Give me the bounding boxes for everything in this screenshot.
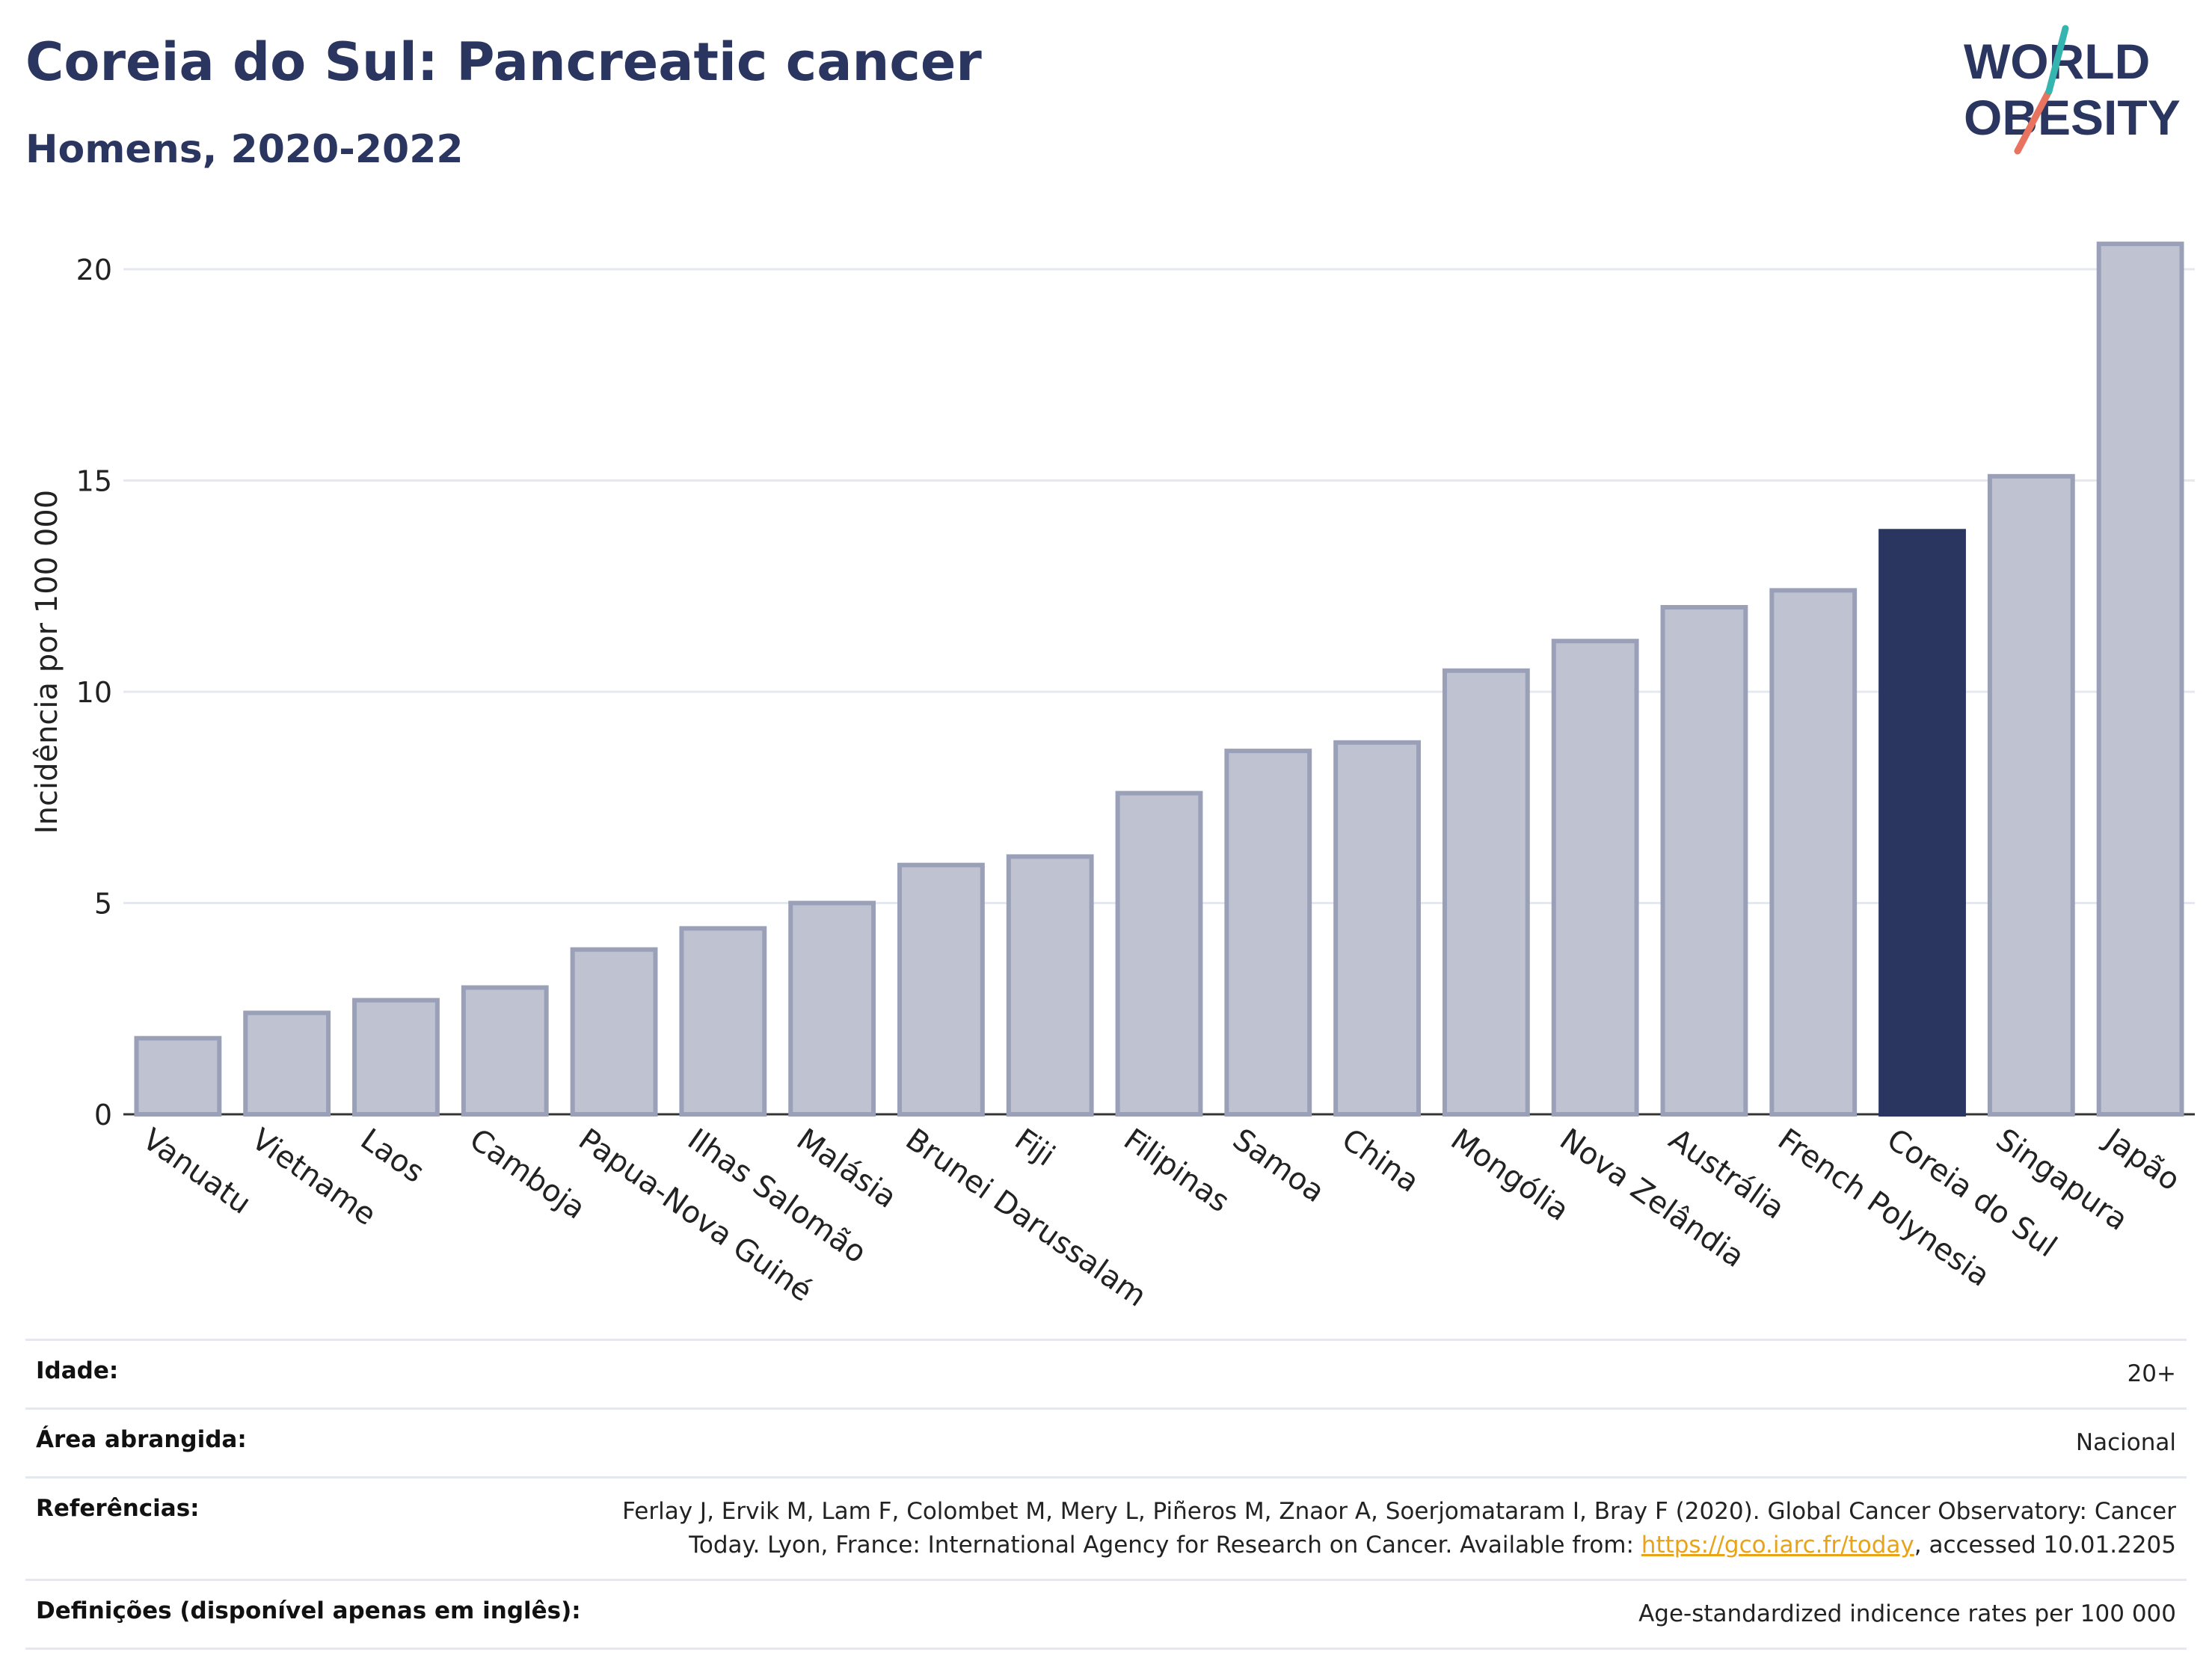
bar-ilhas-salom-o (679, 926, 767, 1117)
bar-jap-o (2096, 242, 2184, 1117)
references-text: Ferlay J, Ervik M, Lam F, Colombet M, Me… (622, 1497, 2176, 1559)
bar-mong-lia (1442, 668, 1530, 1117)
footer-row-references: Referências: Ferlay J, Ervik M, Lam F, C… (25, 1476, 2187, 1579)
y-tick-label: 0 (94, 1099, 112, 1132)
references-value: Ferlay J, Ervik M, Lam F, Colombet M, Me… (621, 1495, 2176, 1562)
world-obesity-logo: WORLD OBESITY (1964, 25, 2181, 155)
page-title: Coreia do Sul: Pancreatic cancer (25, 31, 982, 93)
footer-row-area: Área abrangida: Nacional (25, 1407, 2187, 1476)
x-tick-label: Japão (2097, 1121, 2187, 1198)
x-tick-label: Mongólia (1445, 1123, 1576, 1228)
footer-row-age: Idade: 20+ (25, 1339, 2187, 1407)
bar-coreia-do-sul (1878, 529, 1966, 1117)
definitions-value: Age-standardized indicence rates per 100… (1638, 1600, 2176, 1627)
x-tick-label: China (1336, 1123, 1425, 1200)
bar-china (1333, 740, 1421, 1117)
x-tick-label: Samoa (1226, 1123, 1330, 1210)
definitions-label: Definições (disponível apenas em inglês)… (36, 1597, 581, 1624)
footer-row-definitions: Definições (disponível apenas em inglês)… (25, 1578, 2187, 1650)
bar-brunei-darussalam (897, 862, 985, 1117)
bar-austr-lia (1660, 605, 1748, 1117)
age-label: Idade: (36, 1357, 119, 1384)
x-tick-label: Fiji (1008, 1123, 1060, 1173)
area-label: Área abrangida: (36, 1425, 247, 1453)
bar-nova-zel-ndia (1551, 639, 1639, 1117)
y-tick-label: 20 (76, 254, 112, 286)
page-subtitle: Homens, 2020-2022 (25, 127, 464, 172)
area-value: Nacional (2075, 1428, 2176, 1456)
references-accessed: , accessed 10.01.2205 (1914, 1531, 2176, 1559)
bar-singapura (1987, 473, 2075, 1117)
bar-camboja (461, 985, 549, 1117)
bar-papua-nova-guin- (570, 947, 658, 1117)
bar-vanuatu (134, 1036, 222, 1117)
x-tick-label: Laos (354, 1123, 431, 1191)
bar-mal-sia (788, 900, 876, 1117)
bar-vietname (243, 1010, 331, 1117)
y-axis-label: Incidência por 100 000 (30, 490, 64, 834)
bar-laos (352, 998, 440, 1117)
logo-line2: OBESITY (1964, 90, 2181, 145)
references-label: Referências: (36, 1494, 200, 1522)
y-tick-label: 15 (76, 465, 112, 498)
bar-french-polynesia (1769, 588, 1858, 1117)
bar-filipinas (1115, 790, 1203, 1117)
age-value: 20+ (2127, 1360, 2176, 1387)
x-tick-label: Nova Zelândia (1553, 1123, 1750, 1275)
x-tick-label: Ilhas Salomão (681, 1123, 873, 1271)
y-tick-label: 5 (94, 888, 112, 921)
bar-samoa (1224, 749, 1312, 1117)
footer-table: Idade: 20+ Área abrangida: Nacional Refe… (25, 1339, 2187, 1650)
bar-fiji (1006, 854, 1094, 1117)
x-tick-label: Vanuatu (136, 1123, 257, 1221)
x-tick-label: Filipinas (1117, 1123, 1235, 1220)
references-link[interactable]: https://gco.iarc.fr/today (1641, 1531, 1914, 1559)
x-tick-label: Camboja (464, 1123, 592, 1226)
y-tick-label: 10 (76, 676, 112, 709)
